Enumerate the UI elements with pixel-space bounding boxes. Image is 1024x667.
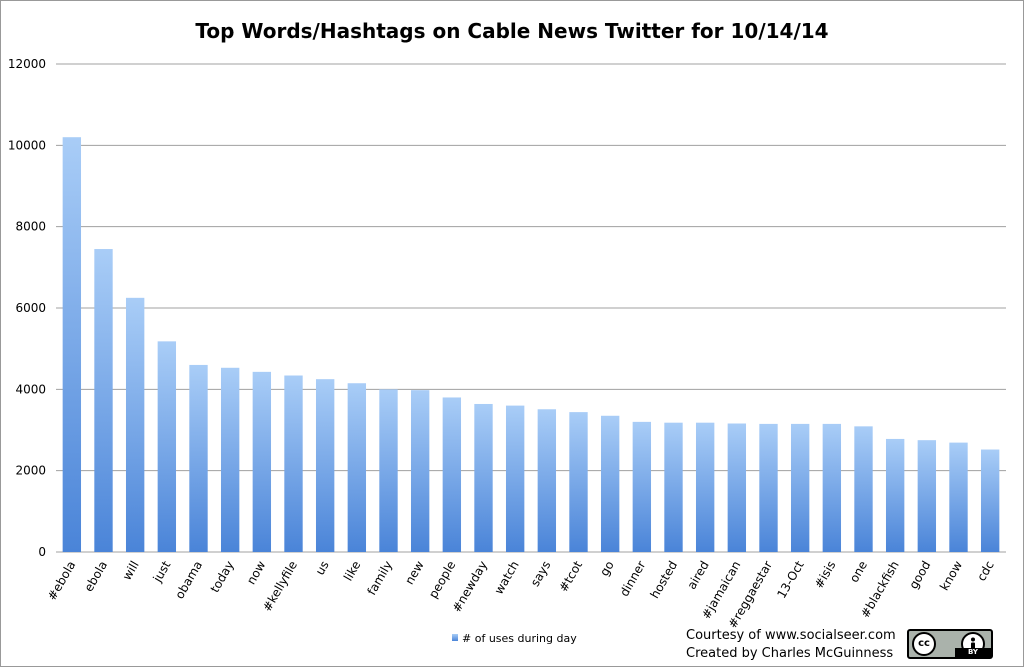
bar-go [600, 415, 620, 552]
y-tick-label: 12000 [8, 57, 46, 71]
y-axis-ticks: 0 2000 4000 6000 8000 10000 12000 [8, 57, 46, 559]
y-tick-label: 6000 [15, 301, 46, 315]
chart-title: Top Words/Hashtags on Cable News Twitter… [195, 19, 828, 43]
bar-ebola [94, 249, 113, 553]
legend: # of uses during day [452, 632, 577, 645]
bar-just [157, 341, 177, 552]
bar-cdc [980, 449, 1000, 552]
bar-kellyfile [284, 375, 303, 552]
bar-ebola [62, 137, 82, 552]
credit-line-2: Created by Charles McGuinness [686, 646, 894, 661]
grid-lines [56, 63, 1006, 553]
legend-label: # of uses during day [462, 632, 577, 645]
bar-blackfish [885, 438, 905, 552]
x-tick-label: us [313, 559, 332, 578]
bars [62, 137, 1000, 553]
bar-reggaestar [759, 423, 778, 552]
bar-now [252, 371, 272, 552]
credit-line-1: Courtesy of www.socialseer.com [686, 628, 896, 643]
bar-13Oct [790, 423, 810, 552]
bar-watch [505, 405, 525, 552]
bar-aired [695, 422, 715, 552]
bar-dinner [632, 421, 652, 552]
bar-good [917, 440, 937, 552]
bar-jamaican [727, 423, 747, 552]
bar-tcot [569, 412, 588, 552]
bar-today [220, 367, 240, 552]
y-tick-label: 8000 [15, 220, 46, 234]
legend-swatch [452, 634, 458, 641]
y-tick-label: 10000 [8, 138, 46, 152]
bar-us [315, 379, 335, 552]
bar-hosted [664, 422, 683, 552]
bar-people [442, 397, 462, 552]
bar-newday [474, 403, 493, 552]
y-tick-label: 4000 [15, 382, 46, 396]
bar-like [347, 383, 367, 552]
bar-will [125, 297, 145, 552]
y-tick-label: 2000 [15, 464, 46, 478]
bar-new [410, 390, 430, 552]
y-tick-label: 0 [38, 545, 46, 559]
bar-isis [822, 423, 842, 552]
by-label: BY [955, 648, 991, 657]
bar-one [854, 426, 873, 552]
x-tick-label: go [597, 559, 617, 579]
cc-icon: cc [912, 632, 936, 656]
bar-says [537, 409, 557, 552]
bar-obama [189, 364, 208, 552]
bar-know [949, 442, 968, 552]
bar-family [379, 389, 398, 552]
cc-license-badge: cc BY [907, 629, 993, 659]
